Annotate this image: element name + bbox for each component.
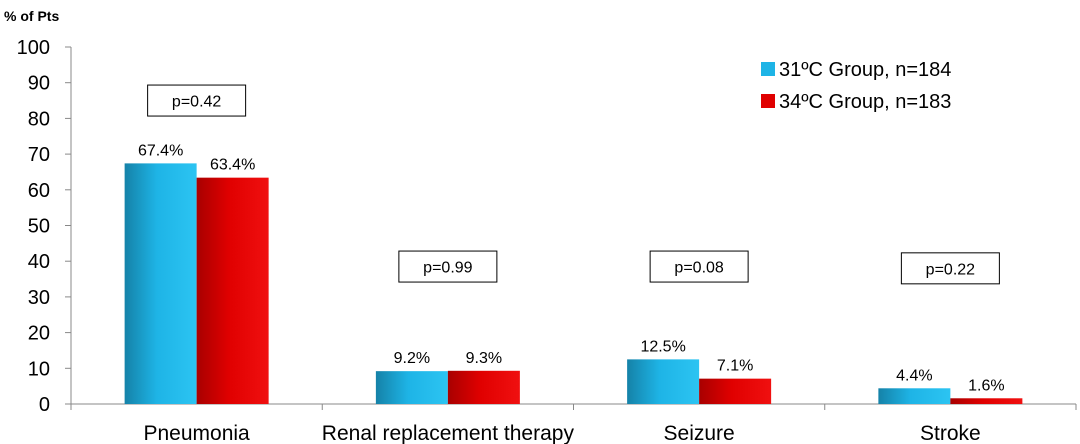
p-value-label: p=0.22 (926, 261, 975, 278)
data-label: 63.4% (210, 157, 255, 174)
legend-entry: 34ºC Group, n=183 (779, 91, 951, 113)
y-tick-label: 60 (28, 180, 50, 202)
p-value-box (398, 250, 498, 283)
data-label: 12.5% (640, 338, 685, 355)
x-axis: Pneumonia Renal replacement therapy Seizur… (70, 403, 1077, 444)
y-tick-label: 20 (28, 323, 50, 345)
y-tick-label: 100 (17, 37, 50, 59)
data-label: 7.1% (717, 358, 753, 375)
bar-series-1 (878, 388, 951, 404)
data-label: 9.3% (466, 350, 502, 367)
p-value-box (147, 84, 247, 117)
bar-series-2 (950, 398, 1023, 404)
category-label: Renal replacement therapy (322, 422, 575, 444)
bar-series-2 (699, 378, 772, 404)
y-axis-label: % of Pts (4, 8, 59, 24)
y-tick-label: 50 (28, 216, 50, 238)
p-value-label: p=0.08 (674, 260, 723, 277)
y-axis: 0 10 20 30 40 50 60 70 80 90 100 (17, 37, 72, 416)
bar-series-2 (447, 370, 520, 404)
bar-series-1 (375, 371, 448, 404)
y-tick-label: 80 (28, 108, 50, 130)
bars (124, 163, 1023, 404)
y-tick-label: 40 (28, 251, 50, 273)
bar-series-1 (627, 359, 700, 404)
category-label: Pneumonia (144, 422, 251, 444)
p-value-box (649, 250, 749, 283)
data-labels: 67.4% 9.2% 12.5% 4.4% 63.4% 9.3% 7.1% 1.6% (138, 142, 1005, 394)
p-value-label: p=0.42 (172, 94, 221, 111)
data-label: 4.4% (896, 367, 932, 384)
category-label: Seizure (664, 422, 735, 444)
p-value-annotations: p=0.42 p=0.99 p=0.08 p=0.22 (147, 84, 1000, 285)
y-tick-label: 30 (28, 287, 50, 309)
category-label: Stroke (920, 422, 981, 444)
p-value-box (900, 252, 1000, 285)
y-tick-label: 70 (28, 144, 50, 166)
data-label: 67.4% (138, 142, 183, 159)
legend-entry: 31ºC Group, n=184 (779, 59, 951, 81)
y-tick-label: 0 (39, 394, 50, 416)
data-label: 1.6% (968, 377, 1004, 394)
p-value-label: p=0.99 (423, 260, 472, 277)
legend-swatch (761, 94, 775, 108)
y-tick-label: 10 (28, 358, 50, 380)
legend: 31ºC Group, n=184 34ºC Group, n=183 (761, 59, 951, 113)
data-label: 9.2% (394, 350, 430, 367)
bar-series-1 (124, 163, 197, 404)
bar-series-2 (196, 177, 269, 404)
legend-swatch (761, 62, 775, 76)
y-tick-label: 90 (28, 73, 50, 95)
